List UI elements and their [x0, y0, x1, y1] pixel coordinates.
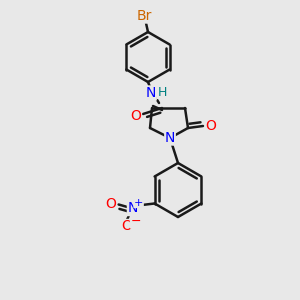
Text: O: O: [206, 119, 216, 133]
Text: +: +: [134, 197, 143, 208]
Text: O: O: [130, 109, 141, 123]
Text: N: N: [165, 131, 175, 145]
Text: Br: Br: [136, 9, 152, 23]
Text: O: O: [121, 220, 132, 233]
Text: N: N: [128, 202, 138, 215]
Text: −: −: [130, 215, 141, 228]
Text: O: O: [105, 196, 116, 211]
Text: H: H: [157, 85, 167, 98]
Text: N: N: [146, 86, 156, 100]
